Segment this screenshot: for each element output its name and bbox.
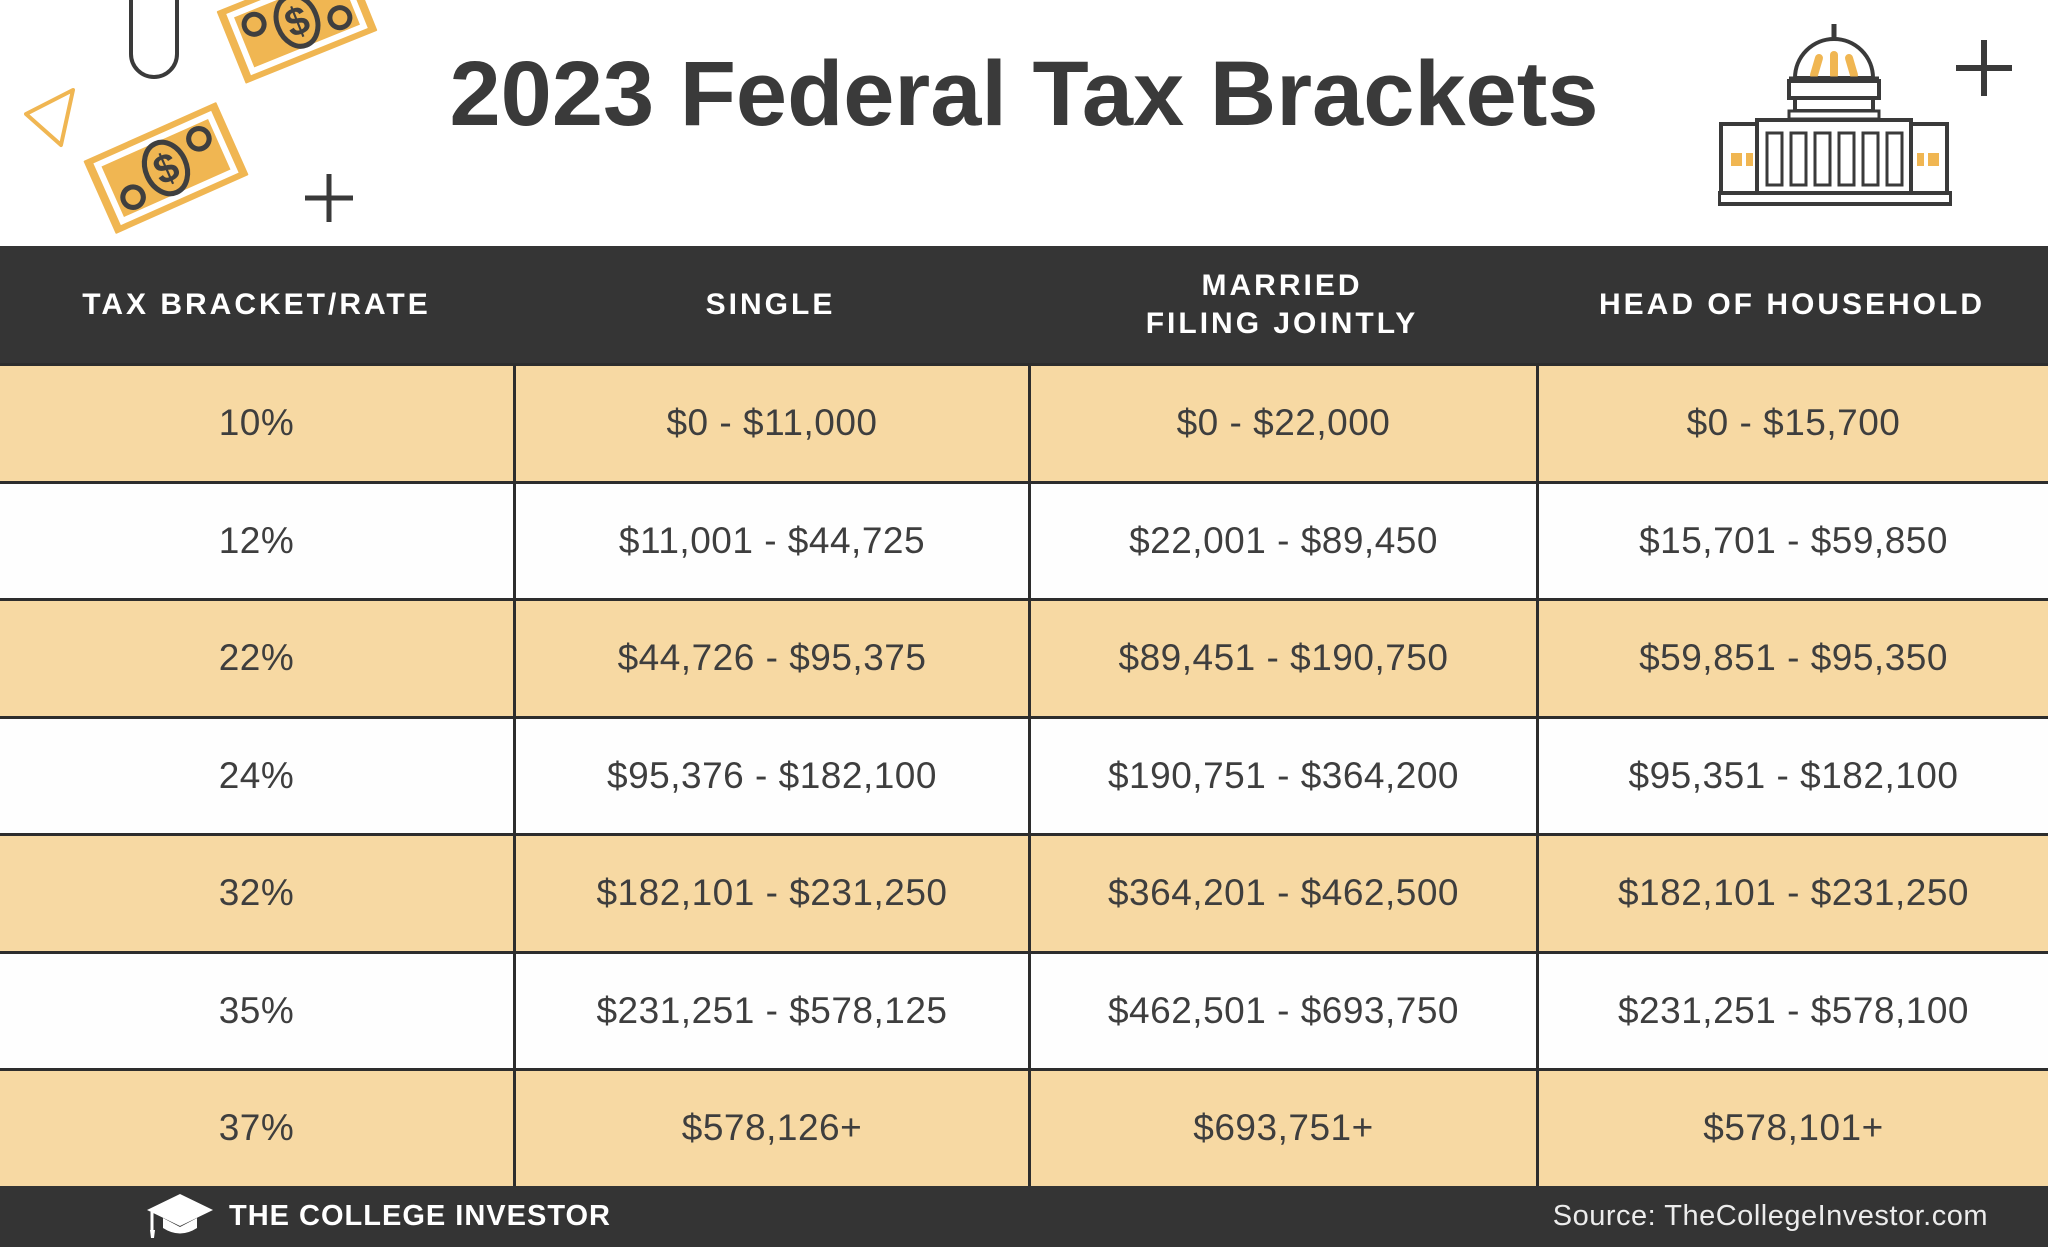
married-cell: $364,201 - $462,500 [1028,836,1536,951]
hoh-cell: $182,101 - $231,250 [1536,836,2048,951]
column-header-head-of-household: HEAD OF HOUSEHOLD [1598,287,1985,321]
single-cell: $11,001 - $44,725 [513,483,1028,598]
table-row: 10% $0 - $11,000 $0 - $22,000 $0 - $15,7… [0,363,2048,481]
hoh-cell: $578,101+ [1536,1071,2048,1186]
page-title: 2023 Federal Tax Brackets [449,43,1599,145]
single-cell: $0 - $11,000 [513,366,1028,481]
capitol-building-icon [1718,24,1952,206]
table-row: 22% $44,726 - $95,375 $89,451 - $190,750… [0,598,2048,716]
hero-header: $ $ 2023 Federal Tax Brackets [0,0,2048,246]
rate-cell: 37% [0,1071,513,1186]
plus-icon [305,174,353,222]
brand-logo: THE COLLEGE INVESTOR [145,1193,612,1240]
hoh-cell: $231,251 - $578,100 [1536,953,2048,1068]
graduation-cap-icon [147,1193,213,1238]
married-cell: $22,001 - $89,450 [1028,483,1536,598]
married-cell: $693,751+ [1028,1071,1536,1186]
column-header-married-filing-jointly: MARRIED FILING JOINTLY [1145,269,1419,340]
source-text: Source: TheCollegeInvestor.com [1552,1200,1988,1232]
triangle-icon [24,88,75,147]
married-cell: $89,451 - $190,750 [1028,601,1536,716]
column-header-single: SINGLE [705,287,836,321]
hoh-cell: $0 - $15,700 [1536,366,2048,481]
table-row: 35% $231,251 - $578,125 $462,501 - $693,… [0,950,2048,1068]
money-bill-icon: $ [212,0,382,88]
rate-cell: 35% [0,953,513,1068]
single-cell: $231,251 - $578,125 [513,953,1028,1068]
hoh-cell: $15,701 - $59,850 [1536,483,2048,598]
hoh-cell: $59,851 - $95,350 [1536,601,2048,716]
footer-bar: THE COLLEGE INVESTOR Source: TheCollegeI… [0,1186,2048,1247]
brand-name: THE COLLEGE INVESTOR [229,1200,612,1232]
hoh-cell: $95,351 - $182,100 [1536,718,2048,833]
rate-cell: 22% [0,601,513,716]
single-cell: $578,126+ [513,1071,1028,1186]
table-row: 12% $11,001 - $44,725 $22,001 - $89,450 … [0,480,2048,598]
table-row: 37% $578,126+ $693,751+ $578,101+ [0,1068,2048,1186]
married-cell: $0 - $22,000 [1028,366,1536,481]
paperclip-icon [129,0,179,79]
column-header-tax-bracket: TAX BRACKET/RATE [82,287,431,321]
single-cell: $95,376 - $182,100 [513,718,1028,833]
rate-cell: 12% [0,483,513,598]
rate-cell: 32% [0,836,513,951]
rate-cell: 24% [0,718,513,833]
tax-brackets-table: TAX BRACKET/RATE SINGLE MARRIED FILING J… [0,246,2048,1186]
money-bill-icon: $ [79,98,253,238]
plus-icon [1956,40,2012,96]
table-row: 24% $95,376 - $182,100 $190,751 - $364,2… [0,715,2048,833]
rate-cell: 10% [0,366,513,481]
single-cell: $182,101 - $231,250 [513,836,1028,951]
table-header-row: TAX BRACKET/RATE SINGLE MARRIED FILING J… [0,246,2048,363]
married-cell: $190,751 - $364,200 [1028,718,1536,833]
single-cell: $44,726 - $95,375 [513,601,1028,716]
married-cell: $462,501 - $693,750 [1028,953,1536,1068]
table-row: 32% $182,101 - $231,250 $364,201 - $462,… [0,833,2048,951]
